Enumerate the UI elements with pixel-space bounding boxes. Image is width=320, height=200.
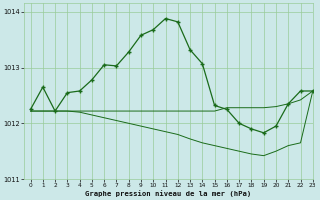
X-axis label: Graphe pression niveau de la mer (hPa): Graphe pression niveau de la mer (hPa) <box>85 190 252 197</box>
